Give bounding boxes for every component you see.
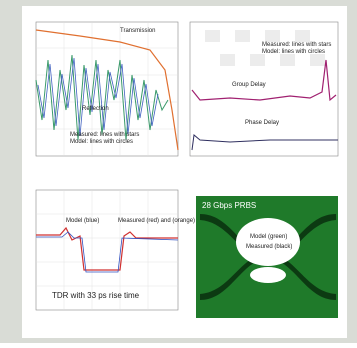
panel-3: Model (blue) Measured (red) and (orange)… [35,189,195,311]
panel-4: 28 Gbps PRBS Model (green) Measured (bla… [196,196,338,318]
annotation: Model: lines with circles [262,49,325,55]
eye-opening-lower [250,267,286,283]
annotation: Phase Delay [245,120,279,126]
plot-area [35,189,179,311]
eye-upper [200,214,336,262]
grid [36,190,178,310]
annotation: Model: lines with circles [70,139,133,145]
annotation: TDR with 33 ps rise time [52,291,140,300]
measured-curve [36,226,178,271]
annotation: Reflection [82,106,109,112]
annotation: Model (blue) [66,218,99,224]
annotation: Group Delay [232,82,266,88]
annotation: Transmission [120,28,155,34]
plot-area [35,21,179,157]
eye-lower [200,252,336,300]
annotation: 28 Gbps PRBS [202,201,256,210]
annotation: Measured: lines with stars [262,42,331,48]
annotation: Measured: lines with stars [70,132,139,138]
group-delay-curve [191,59,337,102]
reflection-model [37,57,159,137]
phase-delay-curve [191,134,338,151]
plot-area [189,21,339,157]
panel-2: Group Delay Phase Delay Measured: lines … [189,21,339,157]
annotation: Model (green) [250,234,287,240]
panel-1: Transmission Reflection Measured: lines … [35,21,179,157]
annotation: Measured (red) and (orange) [118,218,195,224]
reflection-curve [35,54,169,141]
eye-opening [236,218,300,266]
model-curve [36,231,179,273]
annotation: Measured (black) [246,244,292,250]
grid [205,30,325,66]
transmission-curve [35,29,179,151]
